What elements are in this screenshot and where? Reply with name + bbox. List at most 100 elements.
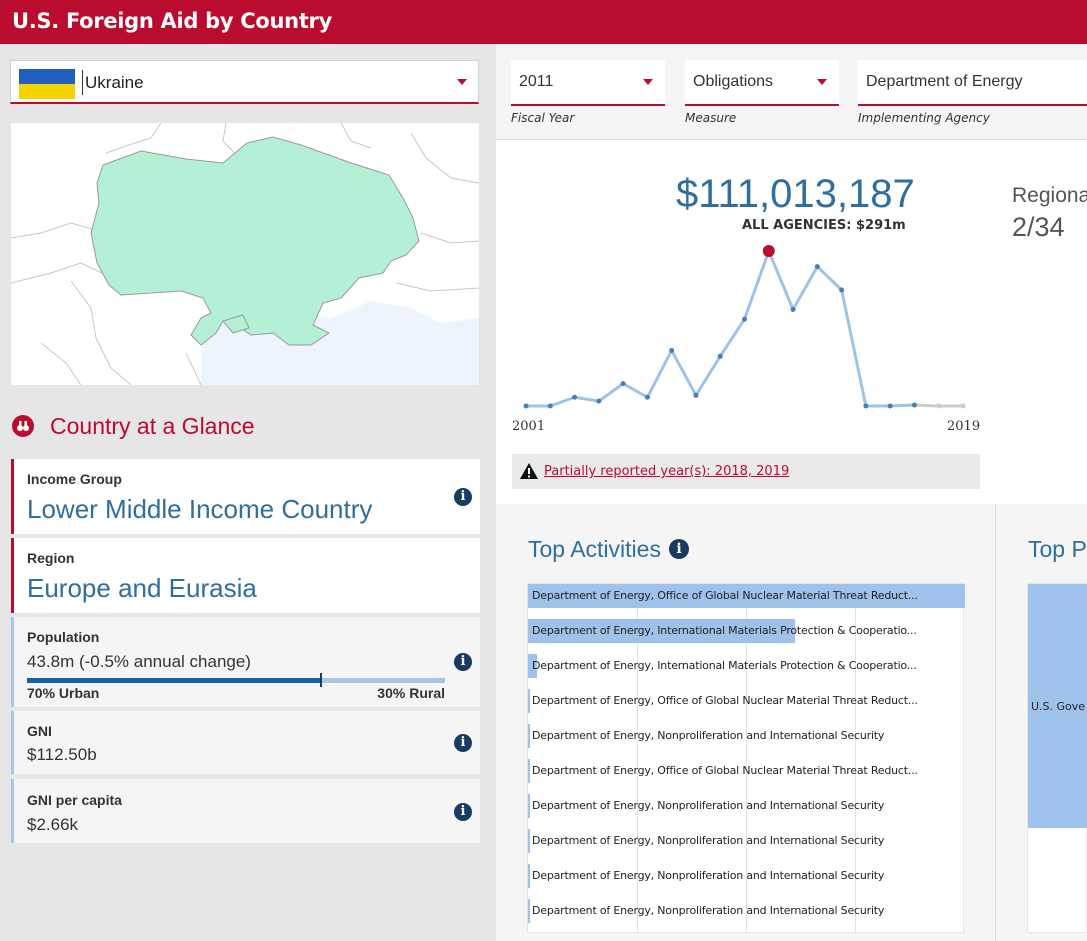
trend-point[interactable] — [936, 403, 942, 409]
partner-bar[interactable]: U.S. Gove — [1028, 584, 1087, 828]
trend-panel: $111,013,187 ALL AGENCIES: $291m Regiona… — [496, 140, 1087, 504]
partial-report-link[interactable]: Partially reported year(s): 2018, 2019 — [544, 464, 790, 479]
trend-line-chart — [523, 245, 966, 409]
income-group-label: Income Group — [27, 471, 122, 487]
trend-point[interactable] — [669, 347, 675, 353]
income-group-card: Income Group Lower Middle Income Country… — [11, 459, 480, 534]
trend-point[interactable] — [547, 403, 553, 409]
trend-segment — [791, 265, 819, 311]
regional-rank-label: Regiona — [1012, 184, 1087, 207]
gni-per-capita-label: GNI per capita — [27, 792, 122, 808]
gridline — [746, 584, 747, 934]
activity-bar-label: Department of Energy, Nonproliferation a… — [532, 799, 885, 812]
trend-point[interactable] — [814, 264, 820, 270]
activity-bar-label: Department of Energy, Nonproliferation a… — [532, 904, 885, 917]
activity-bar-label: Department of Energy, International Mate… — [532, 659, 917, 672]
activity-bar-row[interactable]: Department of Energy, Nonproliferation a… — [528, 724, 965, 748]
chevron-down-icon[interactable] — [817, 79, 827, 85]
trend-segment — [767, 250, 795, 311]
trend-point[interactable] — [717, 353, 723, 359]
activity-bar-label: Department of Energy, Nonproliferation a… — [532, 834, 885, 847]
trend-point[interactable] — [572, 394, 578, 400]
activity-bar-row[interactable]: Department of Energy, Nonproliferation a… — [528, 899, 965, 923]
trend-point[interactable] — [863, 403, 869, 409]
activity-bar-row[interactable]: Department of Energy, International Mate… — [528, 654, 965, 678]
activity-bar-label: Department of Energy, Nonproliferation a… — [532, 729, 885, 742]
trend-point[interactable] — [887, 403, 893, 409]
trend-segment — [597, 382, 624, 403]
population-value: 43.8m (-0.5% annual change) — [27, 652, 251, 671]
ukraine-flag-icon — [19, 69, 75, 99]
activity-bar-label: Department of Energy, Office of Global N… — [532, 694, 918, 707]
activity-bar — [528, 759, 531, 783]
trend-segment — [816, 265, 843, 292]
trend-point[interactable] — [911, 402, 917, 408]
urban-label: 70% Urban — [27, 685, 100, 701]
measure-select[interactable]: Obligations — [685, 60, 839, 106]
trend-point[interactable] — [839, 287, 845, 293]
info-icon[interactable]: i — [454, 653, 472, 671]
glance-title: Country at a Glance — [50, 413, 255, 439]
country-select-value: Ukraine — [85, 73, 144, 92]
activity-bar — [528, 899, 531, 923]
activity-bar-label: Department of Energy, Office of Global N… — [532, 764, 918, 777]
trend-segment — [646, 349, 673, 398]
activity-bar-label: Department of Energy, Nonproliferation a… — [532, 869, 885, 882]
info-icon[interactable]: i — [669, 539, 689, 559]
implementing-agency-select[interactable]: Department of Energy — [858, 60, 1087, 106]
info-icon[interactable]: i — [454, 803, 472, 821]
info-icon[interactable]: i — [454, 734, 472, 752]
app-title: U.S. Foreign Aid by Country — [12, 9, 333, 33]
info-icon[interactable]: i — [454, 488, 472, 506]
trend-segment — [574, 395, 600, 403]
top-partners-title: Top P — [1028, 536, 1087, 562]
gni-card: GNI $112.50b i — [11, 711, 480, 774]
country-map — [11, 123, 479, 385]
activity-bar-row[interactable]: Department of Energy, Nonproliferation a… — [528, 829, 965, 853]
chevron-down-icon[interactable] — [643, 79, 653, 85]
trend-point[interactable] — [693, 392, 699, 398]
trend-point[interactable] — [620, 381, 626, 387]
gridline — [637, 584, 638, 934]
region-card: Region Europe and Eurasia — [11, 538, 480, 613]
rural-label: 30% Rural — [377, 685, 445, 701]
trend-point[interactable] — [960, 403, 966, 409]
top-partners-chart: U.S. Gove — [1027, 583, 1087, 933]
trend-point[interactable] — [790, 307, 796, 312]
partial-report-warning: Partially reported year(s): 2018, 2019 — [512, 454, 980, 489]
trend-point[interactable] — [742, 316, 747, 322]
activity-bar — [528, 689, 531, 713]
activity-bar-row[interactable]: Department of Energy, Office of Global N… — [528, 584, 965, 608]
activity-bar — [528, 619, 795, 643]
country-select[interactable]: Ukraine — [10, 60, 479, 104]
chevron-down-icon[interactable] — [457, 79, 467, 85]
agency-label: Implementing Agency — [858, 111, 990, 125]
activity-bar — [528, 829, 531, 853]
trend-point[interactable] — [523, 403, 529, 409]
trend-point[interactable] — [644, 394, 650, 400]
measure-label: Measure — [685, 111, 737, 125]
binoculars-icon — [12, 415, 34, 437]
fiscal-year-label: Fiscal Year — [511, 111, 575, 125]
fiscal-year-select[interactable]: 2011 — [511, 60, 665, 106]
activity-bar-row[interactable]: Department of Energy, Nonproliferation a… — [528, 794, 965, 818]
activity-bar-row[interactable]: Department of Energy, Office of Global N… — [528, 689, 965, 713]
activity-bar — [528, 724, 531, 748]
agency-value: Department of Energy — [866, 73, 1023, 90]
trend-segment — [840, 289, 868, 407]
trend-segment — [743, 250, 771, 320]
activity-bar — [528, 794, 531, 818]
activity-bar-row[interactable]: Department of Energy, Office of Global N… — [528, 759, 965, 783]
top-activities-title: Top Activities — [528, 536, 661, 562]
gni-per-capita-card: GNI per capita $2.66k i — [11, 779, 480, 843]
selected-year-point[interactable] — [762, 245, 775, 257]
activity-bar — [528, 864, 531, 888]
region-label: Region — [27, 550, 75, 566]
trend-segment — [718, 318, 746, 358]
population-label: Population — [27, 629, 100, 645]
trend-point[interactable] — [596, 398, 602, 404]
activity-bar-row[interactable]: Department of Energy, International Mate… — [528, 619, 965, 643]
activity-bar-row[interactable]: Department of Energy, Nonproliferation a… — [528, 864, 965, 888]
bottom-panel: Top Activities i Department of Energy, O… — [496, 504, 1087, 941]
trend-segment — [914, 403, 939, 408]
